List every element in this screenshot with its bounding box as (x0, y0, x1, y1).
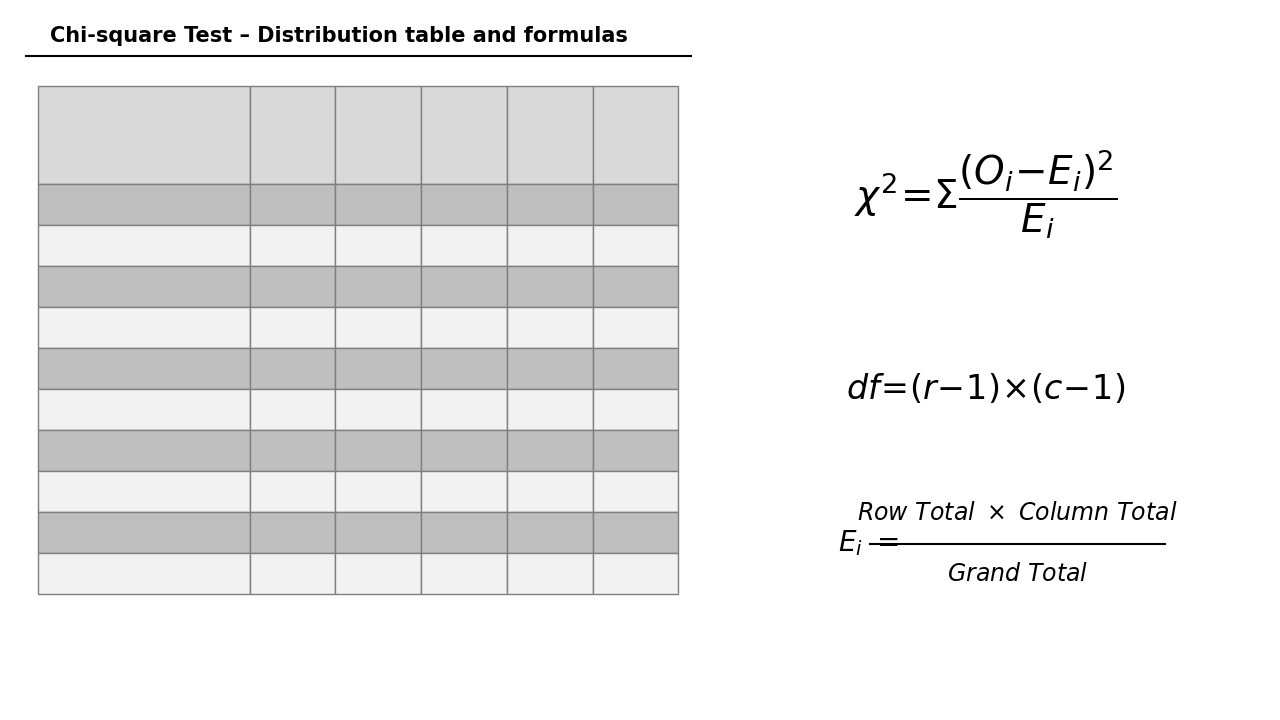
Text: 2.773: 2.773 (529, 238, 571, 253)
Text: 6.346: 6.346 (613, 443, 658, 458)
Text: 16.919: 16.919 (352, 525, 404, 540)
Text: 5.178: 5.178 (529, 320, 571, 335)
Text: $E_i\ =$: $E_i\ =$ (838, 528, 899, 559)
Text: $Row\ Total\ \times\ Column\ Total$: $Row\ Total\ \times\ Column\ Total$ (858, 501, 1178, 526)
Text: 2.706: 2.706 (443, 197, 485, 212)
Text: 21.666: 21.666 (266, 525, 319, 540)
Text: 6.571: 6.571 (529, 361, 571, 376)
Text: 11.070: 11.070 (352, 361, 404, 376)
Text: 12.017: 12.017 (438, 443, 490, 458)
Text: 1.386: 1.386 (613, 238, 658, 253)
Text: 0.454: 0.454 (614, 197, 657, 212)
Text: 9.488: 9.488 (357, 320, 399, 335)
Text: 20.090: 20.090 (266, 484, 319, 499)
Text: 14.684: 14.684 (438, 525, 490, 540)
Text: 15.086: 15.086 (266, 361, 319, 376)
Text: 12.592: 12.592 (352, 402, 404, 417)
Text: 9.210: 9.210 (271, 238, 314, 253)
Text: 6: 6 (140, 402, 148, 417)
Text: 3.930: 3.930 (527, 279, 572, 294)
Text: 7.815: 7.815 (357, 279, 399, 294)
Text: 5: 5 (140, 361, 148, 376)
Text: 0.01: 0.01 (274, 127, 311, 143)
Text: 1.323: 1.323 (527, 197, 572, 212)
Text: 9.364: 9.364 (527, 443, 572, 458)
Text: 10.645: 10.645 (438, 402, 490, 417)
Text: 7.344: 7.344 (614, 484, 657, 499)
Text: 9: 9 (140, 525, 148, 540)
Text: 5.348: 5.348 (614, 402, 657, 417)
Text: 7.779: 7.779 (443, 320, 485, 335)
Text: 0.25: 0.25 (531, 127, 568, 143)
Text: 23.209: 23.209 (266, 566, 319, 581)
Text: 18.475: 18.475 (266, 443, 319, 458)
Text: 7: 7 (140, 443, 148, 458)
Text: 3.357: 3.357 (613, 320, 658, 335)
Text: 15.507: 15.507 (352, 484, 404, 499)
Text: 13.362: 13.362 (438, 484, 490, 499)
Text: $\chi^2\!=\!\Sigma\dfrac{(O_i\!-\!E_i)^2}{E_i}$: $\chi^2\!=\!\Sigma\dfrac{(O_i\!-\!E_i)^2… (854, 148, 1117, 241)
Text: 10: 10 (134, 566, 154, 581)
Text: 13.603: 13.603 (524, 566, 576, 581)
Text: 2.366: 2.366 (613, 279, 658, 294)
Text: 0.10: 0.10 (445, 127, 483, 143)
Text: 9.342: 9.342 (613, 566, 658, 581)
Text: 16.812: 16.812 (266, 402, 319, 417)
Text: Chi-square Test – Distribution table and formulas: Chi-square Test – Distribution table and… (50, 26, 628, 46)
Text: 0.05: 0.05 (360, 127, 397, 143)
Text: 12.189: 12.189 (524, 525, 576, 540)
Text: 5.991: 5.991 (356, 238, 401, 253)
Text: 3.841: 3.841 (357, 197, 399, 212)
Text: 2: 2 (140, 238, 148, 253)
Text: 4.605: 4.605 (443, 238, 485, 253)
Text: 13.277: 13.277 (266, 320, 319, 335)
Text: 8: 8 (140, 484, 148, 499)
Text: 4.351: 4.351 (614, 361, 657, 376)
Text: 14.067: 14.067 (352, 443, 404, 458)
Text: 10.773: 10.773 (524, 484, 576, 499)
Text: 15.987: 15.987 (438, 566, 490, 581)
Text: 9.236: 9.236 (442, 361, 486, 376)
Text: 7.962: 7.962 (527, 402, 572, 417)
Text: 6.635: 6.635 (270, 197, 315, 212)
Text: 3: 3 (140, 279, 148, 294)
Text: 6.251: 6.251 (443, 279, 485, 294)
Text: 0.50: 0.50 (617, 127, 654, 143)
Text: $df\!=\!(r\!-\!1)\!\times\!(c\!-\!1)$: $df\!=\!(r\!-\!1)\!\times\!(c\!-\!1)$ (846, 372, 1125, 406)
Text: Degrees of
Freedom (df)
Significance Level
(α): Degrees of Freedom (df) Significance Lev… (49, 100, 189, 170)
Text: $Grand\ Total$: $Grand\ Total$ (947, 562, 1088, 586)
Text: 18.307: 18.307 (352, 566, 404, 581)
Text: 4: 4 (140, 320, 148, 335)
Text: 8.343: 8.343 (613, 525, 658, 540)
Text: 1: 1 (140, 197, 148, 212)
Text: 11.345: 11.345 (266, 279, 319, 294)
